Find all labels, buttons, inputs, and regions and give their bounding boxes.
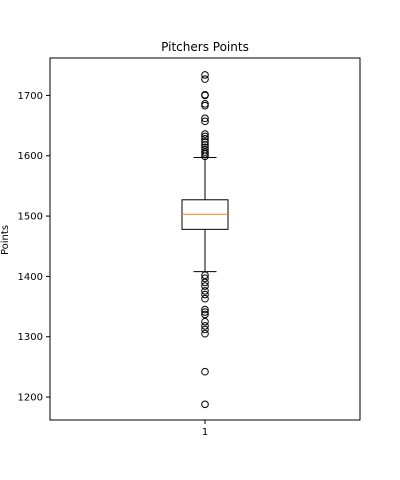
outlier-point bbox=[201, 282, 209, 290]
outlier-point bbox=[201, 130, 209, 138]
outlier-point bbox=[201, 305, 209, 314]
y-tick-label: 1400 bbox=[18, 272, 43, 283]
x-axis: 1 bbox=[202, 420, 208, 438]
y-tick-label: 1700 bbox=[18, 91, 43, 102]
outlier-point bbox=[201, 278, 209, 287]
outlier-point bbox=[201, 274, 209, 283]
outlier-point bbox=[201, 71, 209, 79]
y-axis-label: Points bbox=[0, 225, 11, 255]
outlier-point bbox=[201, 308, 209, 316]
outlier-point bbox=[201, 91, 209, 99]
outlier-point bbox=[201, 114, 209, 123]
x-tick-label: 1 bbox=[202, 427, 208, 438]
outlier-point bbox=[201, 100, 209, 108]
outlier-point bbox=[201, 287, 209, 295]
boxplot-marks bbox=[181, 71, 229, 409]
outlier-point bbox=[201, 132, 209, 141]
outlier-point bbox=[201, 143, 209, 152]
y-tick-label: 1300 bbox=[18, 332, 43, 343]
outlier-point bbox=[201, 145, 209, 154]
outlier-point bbox=[201, 135, 209, 143]
outlier-point bbox=[201, 75, 209, 83]
chart-title: Pitchers Points bbox=[161, 40, 249, 54]
outlier-point bbox=[201, 367, 209, 376]
y-tick-label: 1200 bbox=[18, 393, 43, 404]
outlier-point bbox=[201, 317, 209, 326]
outlier-point bbox=[201, 325, 209, 334]
outlier-point bbox=[201, 322, 209, 330]
y-axis: 1200 1300 1400 1500 1600 1700 bbox=[18, 91, 50, 404]
outlier-point bbox=[201, 294, 209, 303]
outlier-point bbox=[201, 290, 209, 299]
outlier-point bbox=[201, 117, 209, 126]
outlier-point bbox=[201, 310, 209, 319]
outlier-point bbox=[201, 329, 209, 338]
outlier-point bbox=[201, 148, 209, 156]
outlier-point bbox=[201, 400, 209, 409]
outlier-point bbox=[201, 271, 209, 280]
outlier-point bbox=[201, 138, 209, 146]
outlier-point bbox=[201, 141, 209, 149]
y-tick-label: 1600 bbox=[18, 151, 43, 162]
y-tick-label: 1500 bbox=[18, 212, 43, 223]
